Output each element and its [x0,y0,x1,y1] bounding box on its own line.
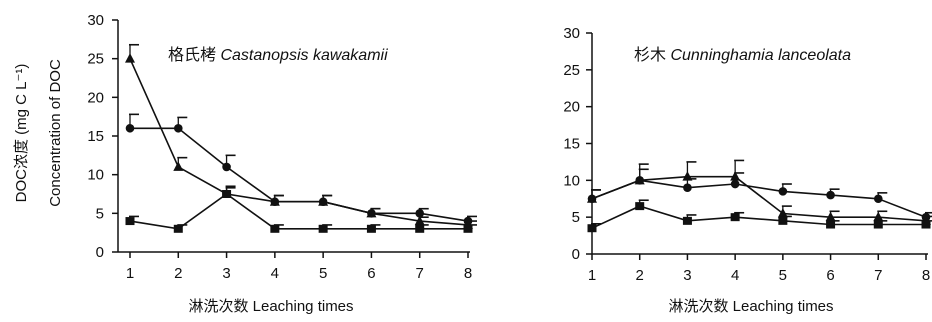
x-tick-label: 1 [126,265,134,282]
data-point-square [366,224,376,233]
data-point-square [415,224,425,233]
data-point-circle [415,209,425,218]
data-point-square [125,217,135,226]
panel-1: 0 5 10 15 20 25 30 1 2 3 4 5 6 7 8 淋洗次数 Leaching times 格… [87,12,477,315]
y-tick-label: 10 [563,172,580,189]
data-point-square [463,224,473,233]
x-axis-title: 淋洗次数 Leaching times [188,298,353,315]
y-tick-label: 0 [572,246,580,263]
panel-title-latin: Castanopsis kawakamii [220,47,388,64]
series-line [591,205,926,229]
data-point-circle [730,179,740,189]
data-point-square [173,224,183,233]
series-line [129,58,469,226]
series-line [130,127,469,222]
x-tick-label: 3 [222,265,230,282]
x-tick-label: 4 [271,265,279,282]
x-tick-label: 8 [464,265,472,282]
y-tick-label: 15 [87,128,104,145]
panel-title-latin: Cunninghamia lanceolata [670,47,851,64]
panel-title-cn: 格氏栲 [168,46,220,64]
data-point-triangle [825,211,836,222]
series-line [129,193,468,230]
data-point-circle [318,197,328,207]
y-axis-title-concentration: Concentration of DOC [47,59,64,207]
data-point-square [222,190,232,198]
y-tick-label: 15 [563,136,580,153]
data-point-square [873,220,883,229]
y-tick-label: 30 [563,25,580,42]
data-point-square [826,220,836,229]
x-tick-label: 5 [319,265,327,282]
data-point-circle [125,123,135,133]
data-point-triangle [173,161,184,171]
data-point-triangle [125,53,135,63]
data-point-square [778,216,788,225]
series-circle [125,113,477,226]
series-line [591,179,927,218]
series-circle [587,168,932,222]
data-point-circle [873,194,883,204]
data-point-circle [826,190,835,200]
y-tick-label: 5 [572,209,580,226]
series-line [591,175,927,222]
data-point-circle [635,176,645,185]
x-axis-title: 淋洗次数 Leaching times [668,298,833,315]
panel-title: 杉木 Cunninghamia lanceolata [634,46,851,64]
y-tick-label: 25 [87,51,104,68]
x-tick-label: 6 [367,265,375,282]
x-tick-label: 8 [922,267,930,284]
data-point-circle [921,212,931,222]
x-tick-label: 6 [826,267,834,284]
data-point-circle [463,216,473,226]
data-point-square [635,202,645,211]
data-point-triangle [777,207,788,218]
data-point-square [587,224,597,233]
data-point-circle [222,162,231,172]
series-square [125,187,477,233]
y-axis-title-doc: DOC浓度 (mg C L⁻¹) [13,64,30,203]
series-square [587,199,932,233]
panel-title: 格氏栲 Castanopsis kawakamii [168,46,388,64]
y-tick-label: 25 [563,62,580,79]
y-tick-label: 30 [87,12,104,29]
data-point-triangle [414,215,425,226]
data-point-circle [778,187,788,196]
x-tick-label: 2 [174,265,182,282]
data-point-circle [587,194,597,204]
data-point-square [682,216,692,225]
y-tick-label: 20 [563,99,580,116]
data-point-square [270,224,280,233]
data-point-square [730,213,740,222]
y-tick-label: 20 [87,89,104,106]
data-point-circle [683,183,692,192]
panel-2: 0 5 10 15 20 25 30 1 2 3 4 5 6 7 8 淋洗次数 Leaching times 杉… [563,25,932,315]
y-tick-label: 10 [87,167,104,184]
x-tick-label: 1 [588,267,596,284]
data-point-square [318,224,328,233]
panel-title-cn: 杉木 [634,46,670,64]
x-tick-label: 7 [874,267,882,284]
data-point-circle [173,123,183,133]
y-tick-label: 5 [96,205,104,222]
x-tick-label: 5 [779,267,787,284]
x-tick-label: 3 [683,267,691,284]
x-tick-label: 4 [731,267,739,284]
data-point-triangle [873,211,884,222]
x-tick-label: 2 [636,267,644,284]
data-point-circle [270,197,280,207]
x-tick-label: 7 [416,265,424,282]
data-point-square [921,220,931,229]
data-point-circle [367,209,376,218]
y-tick-label: 0 [96,244,104,261]
